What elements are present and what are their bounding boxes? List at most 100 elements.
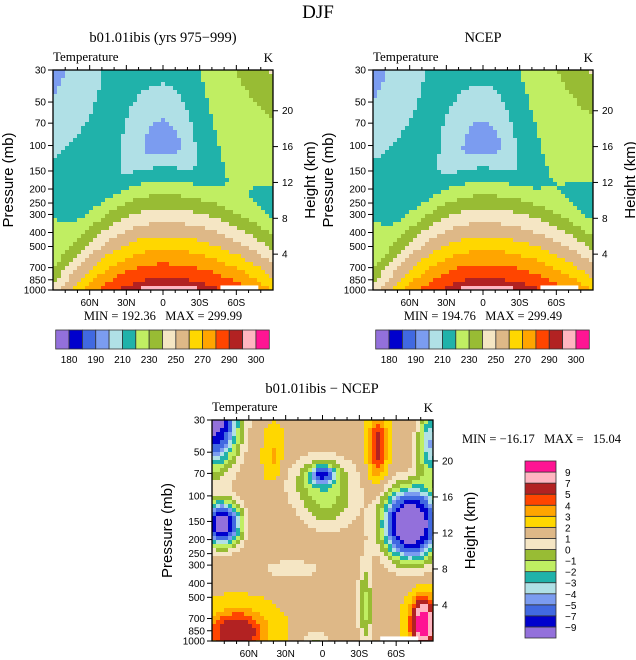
contour-cell: [65, 242, 70, 247]
contour-cell: [129, 206, 134, 211]
contour-cell: [173, 90, 178, 95]
contour-cell: [61, 82, 66, 87]
contour-cell: [409, 154, 414, 159]
contour-cell: [241, 126, 246, 131]
contour-cell: [261, 126, 266, 131]
contour-cell: [121, 130, 126, 135]
contour-cell: [133, 142, 138, 147]
contour-cell: [105, 214, 110, 219]
contour-cell: [249, 186, 254, 191]
contour-cell: [533, 86, 538, 91]
contour-cell: [57, 162, 62, 167]
contour-cell: [109, 146, 114, 151]
contour-cell: [237, 178, 242, 183]
contour-cell: [89, 146, 94, 151]
contour-cell: [177, 166, 182, 171]
contour-cell: [525, 78, 530, 83]
contour-cell: [189, 98, 194, 103]
contour-cell: [509, 154, 514, 159]
contour-cell: [405, 166, 410, 171]
contour-cell: [197, 246, 202, 251]
contour-cell: [421, 122, 426, 127]
contour-cell: [261, 142, 266, 147]
contour-cell: [405, 106, 410, 111]
contour-cell: [153, 166, 158, 171]
contour-cell: [425, 162, 430, 167]
contour-cell: [129, 242, 134, 247]
contour-cell: [437, 110, 442, 115]
contour-cell: [69, 202, 74, 207]
contour-cell: [125, 214, 130, 219]
contour-cell: [217, 114, 222, 119]
contour-cell: [409, 186, 414, 191]
contour-cell: [233, 234, 238, 239]
contour-cell: [541, 86, 546, 91]
contour-cell: [89, 130, 94, 135]
contour-cell: [569, 86, 574, 91]
contour-cell: [445, 82, 450, 87]
contour-cell: [125, 102, 130, 107]
contour-cell: [237, 134, 242, 139]
contour-cell: [261, 170, 266, 175]
contour-cell: [257, 82, 262, 87]
contour-cell: [93, 130, 98, 135]
contour-cell: [197, 182, 202, 187]
contour-cell: [141, 74, 146, 79]
contour-cell: [129, 250, 134, 255]
contour-cell: [93, 78, 98, 83]
contour-cell: [489, 102, 494, 107]
contour-cell: [493, 198, 498, 203]
contour-cell: [249, 274, 254, 279]
contour-cell: [265, 118, 270, 123]
contour-cell: [505, 86, 510, 91]
contour-cell: [101, 278, 106, 283]
contour-cell: [453, 74, 458, 79]
contour-cell: [485, 74, 490, 79]
contour-cell: [429, 114, 434, 119]
contour-cell: [497, 98, 502, 103]
contour-cell: [81, 226, 86, 231]
contour-cell: [261, 162, 266, 167]
contour-cell: [97, 162, 102, 167]
contour-cell: [193, 138, 198, 143]
contour-cell: [109, 266, 114, 271]
contour-cell: [197, 254, 202, 259]
contour-cell: [109, 246, 114, 251]
contour-cell: [145, 158, 150, 163]
contour-cell: [457, 174, 462, 179]
contour-cell: [389, 106, 394, 111]
contour-cell: [261, 246, 266, 251]
contour-cell: [161, 286, 166, 291]
contour-cell: [229, 202, 234, 207]
contour-cell: [101, 254, 106, 259]
contour-cell: [205, 230, 210, 235]
contour-cell: [441, 86, 446, 91]
contour-cell: [385, 158, 390, 163]
contour-cell: [509, 122, 514, 127]
contour-cell: [549, 78, 554, 83]
contour-cell: [521, 82, 526, 87]
contour-cell: [417, 166, 422, 171]
contour-cell: [201, 206, 206, 211]
contour-cell: [529, 90, 534, 95]
contour-cell: [65, 102, 70, 107]
contour-cell: [217, 82, 222, 87]
contour-cell: [577, 162, 582, 167]
contour-cell: [93, 274, 98, 279]
contour-cell: [425, 142, 430, 147]
contour-cell: [65, 150, 70, 155]
contour-cell: [101, 250, 106, 255]
contour-cell: [93, 186, 98, 191]
contour-cell: [101, 70, 106, 75]
contour-cell: [373, 198, 378, 203]
contour-cell: [121, 110, 126, 115]
y-tick-label: 500: [29, 242, 46, 253]
contour-cell: [573, 178, 578, 183]
contour-cell: [157, 286, 162, 291]
contour-cell: [449, 86, 454, 91]
contour-cell: [397, 166, 402, 171]
contour-cell: [57, 170, 62, 175]
contour-cell: [553, 182, 558, 187]
contour-cell: [93, 122, 98, 127]
contour-cell: [65, 286, 70, 291]
